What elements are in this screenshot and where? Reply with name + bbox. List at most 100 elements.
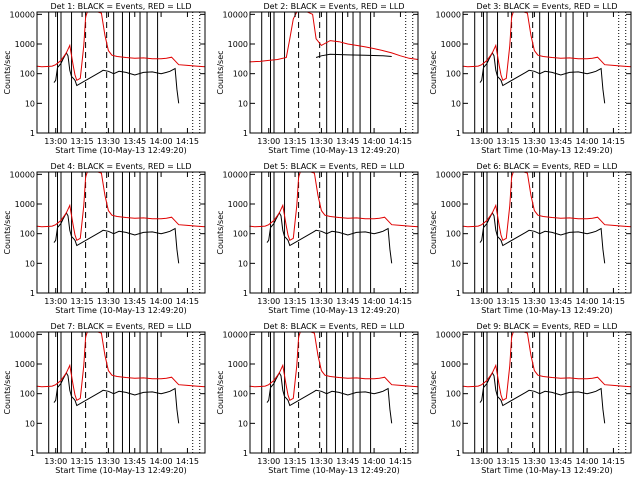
x-tick-label: 13:00 [44, 137, 67, 146]
x-tick-label: 13:30 [310, 297, 333, 306]
y-tick-label: 10 [238, 419, 248, 428]
x-tick-label: 14:15 [389, 297, 412, 306]
x-tick-label: 13:00 [470, 297, 493, 306]
y-axis-label: Counts/sec [216, 50, 225, 94]
x-tick-label: 13:15 [71, 137, 94, 146]
x-tick-label: 13:30 [310, 457, 333, 466]
y-axis-label: Counts/sec [216, 370, 225, 414]
panel-title: Det 4: BLACK = Events, RED = LLD [51, 162, 192, 171]
x-tick-label: 14:00 [363, 457, 386, 466]
x-tick-label: 13:15 [497, 457, 520, 466]
y-tick-label: 10000 [436, 10, 461, 19]
panel-title: Det 2: BLACK = Events, RED = LLD [264, 2, 405, 11]
events-series-line [266, 371, 393, 424]
y-tick-label: 100 [233, 70, 248, 79]
panel-title: Det 6: BLACK = Events, RED = LLD [477, 162, 618, 171]
x-tick-label: 14:15 [176, 137, 199, 146]
x-axis-label: Start Time (10-May-13 12:49:20) [268, 306, 399, 315]
x-tick-label: 13:30 [523, 457, 546, 466]
x-tick-label: 13:45 [123, 457, 146, 466]
y-tick-label: 1000 [228, 40, 248, 49]
x-tick-label: 13:30 [523, 137, 546, 146]
y-tick-label: 100 [20, 70, 35, 79]
x-tick-label: 14:15 [602, 457, 625, 466]
y-tick-label: 10 [238, 99, 248, 108]
x-tick-label: 13:30 [97, 137, 120, 146]
x-tick-label: 13:00 [470, 457, 493, 466]
detector-panel: 1 10 100 1000 10000 13:00 13:15 13:30 13:45 14:00… [429, 2, 632, 155]
plot-frame [36, 331, 206, 454]
y-axis-label: Counts/sec [216, 210, 225, 254]
y-tick-label: 1000 [15, 40, 35, 49]
y-tick-label: 1 [456, 289, 461, 298]
y-tick-label: 1 [456, 449, 461, 458]
lld-series-line [36, 171, 206, 242]
panel-title: Det 9: BLACK = Events, RED = LLD [477, 322, 618, 331]
x-tick-label: 13:15 [284, 137, 307, 146]
x-tick-label: 13:00 [44, 457, 67, 466]
x-tick-label: 13:45 [549, 457, 572, 466]
x-tick-label: 14:15 [389, 137, 412, 146]
detector-panel: 1 10 100 1000 10000 13:00 13:15 13:30 13:45 14:00… [216, 162, 419, 315]
y-tick-label: 1000 [441, 200, 461, 209]
x-tick-label: 13:15 [71, 457, 94, 466]
lld-series-line [36, 331, 206, 402]
y-axis-label: Counts/sec [3, 370, 12, 414]
y-tick-label: 1 [456, 129, 461, 138]
lld-series-line [249, 171, 419, 242]
x-tick-label: 13:15 [284, 457, 307, 466]
y-tick-label: 100 [446, 390, 461, 399]
panel-title: Det 5: BLACK = Events, RED = LLD [264, 162, 405, 171]
events-series-line [315, 53, 392, 58]
y-tick-label: 10000 [223, 170, 248, 179]
panel-title: Det 8: BLACK = Events, RED = LLD [264, 322, 405, 331]
x-tick-label: 13:00 [44, 297, 67, 306]
x-tick-label: 14:15 [176, 297, 199, 306]
events-series-line [266, 211, 393, 264]
y-tick-label: 10000 [10, 330, 35, 339]
events-series-line [53, 211, 180, 264]
y-tick-label: 10 [451, 99, 461, 108]
x-axis-label: Start Time (10-May-13 12:49:20) [55, 466, 186, 475]
plot-frame [462, 171, 632, 294]
panel-title: Det 3: BLACK = Events, RED = LLD [477, 2, 618, 11]
x-tick-label: 13:30 [523, 297, 546, 306]
plot-frame [249, 11, 419, 134]
lld-series-line [462, 171, 632, 242]
events-series-line [53, 371, 180, 424]
y-tick-label: 100 [446, 230, 461, 239]
detector-panel: 1 10 100 1000 10000 13:00 13:15 13:30 13:45 14:00… [429, 322, 632, 475]
y-tick-label: 1 [243, 449, 248, 458]
y-tick-label: 10 [238, 259, 248, 268]
x-tick-label: 13:15 [71, 297, 94, 306]
lld-series-line [249, 11, 419, 63]
x-tick-label: 13:45 [336, 297, 359, 306]
events-series-line [53, 51, 180, 104]
x-axis-label: Start Time (10-May-13 12:49:20) [55, 306, 186, 315]
y-tick-label: 1 [30, 289, 35, 298]
y-tick-label: 1000 [15, 200, 35, 209]
x-tick-label: 14:00 [576, 457, 599, 466]
y-tick-label: 10000 [10, 170, 35, 179]
y-tick-label: 1000 [441, 360, 461, 369]
y-tick-label: 100 [233, 230, 248, 239]
x-tick-label: 13:45 [549, 137, 572, 146]
y-axis-label: Counts/sec [429, 370, 438, 414]
lld-series-line [36, 11, 206, 82]
y-tick-label: 10000 [10, 10, 35, 19]
y-tick-label: 1 [30, 449, 35, 458]
y-tick-label: 10 [451, 419, 461, 428]
detector-panel: 1 10 100 1000 10000 13:00 13:15 13:30 13:45 14:00… [3, 162, 206, 315]
detector-panel: 1 10 100 1000 10000 13:00 13:15 13:30 13:45 14:00… [3, 2, 206, 155]
x-tick-label: 13:45 [123, 297, 146, 306]
y-tick-label: 1000 [441, 40, 461, 49]
x-tick-label: 13:30 [97, 297, 120, 306]
lld-series-line [462, 11, 632, 82]
y-tick-label: 100 [446, 70, 461, 79]
plot-frame [36, 171, 206, 294]
x-axis-label: Start Time (10-May-13 12:49:20) [268, 466, 399, 475]
x-tick-label: 13:45 [123, 137, 146, 146]
y-tick-label: 10000 [223, 330, 248, 339]
y-tick-label: 10 [25, 259, 35, 268]
y-axis-label: Counts/sec [429, 210, 438, 254]
